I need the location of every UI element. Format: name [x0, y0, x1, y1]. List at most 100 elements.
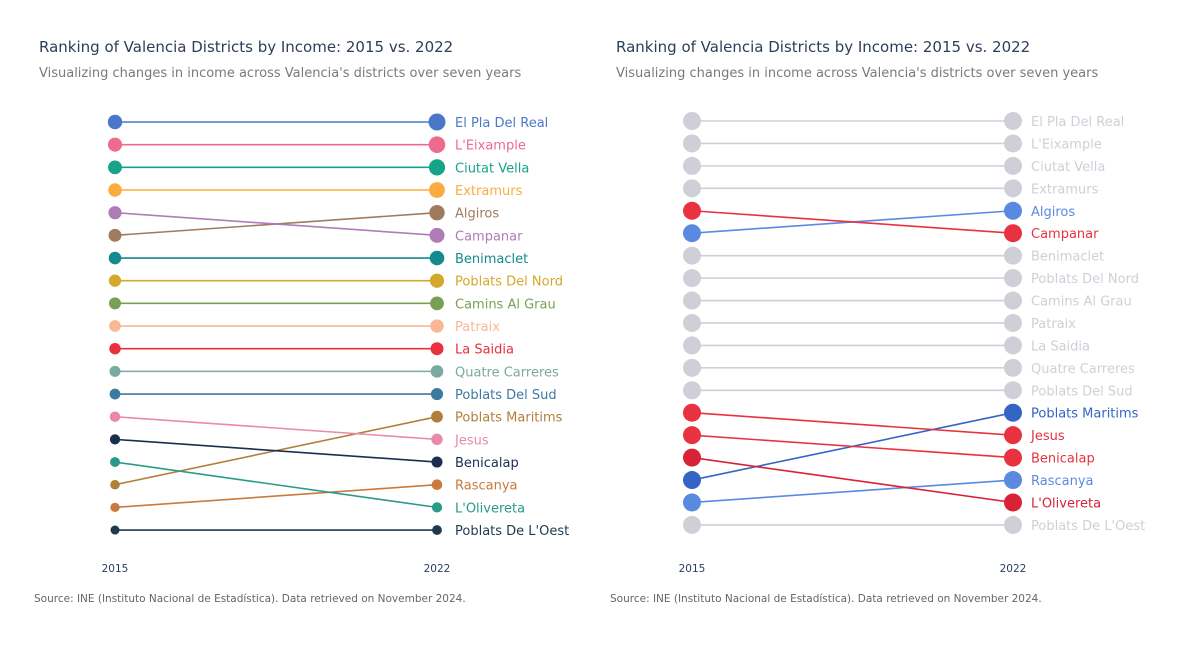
source-note-right: Source: INE (Instituto Nacional de Estad…	[610, 593, 1042, 605]
point-2022	[1004, 515, 1022, 534]
point-2015	[107, 137, 123, 152]
district-label: La Saidia	[455, 343, 514, 358]
district-label: Campanar	[455, 229, 523, 244]
point-2015	[108, 206, 122, 220]
point-2015	[109, 320, 121, 332]
district-label: Poblats Del Nord	[1031, 272, 1139, 287]
point-2022	[1004, 269, 1022, 288]
slope-line	[691, 411, 1014, 436]
district-label: Benicalap	[1031, 452, 1095, 467]
district-label: Ciutat Vella	[455, 161, 529, 176]
point-2022	[428, 159, 446, 176]
point-2015	[109, 388, 121, 400]
point-2022	[1004, 471, 1022, 490]
point-2015	[108, 274, 122, 287]
chart-title-left: Ranking of Valencia Districts by Income:…	[39, 38, 454, 56]
point-2015	[107, 114, 123, 130]
point-2022	[1004, 246, 1022, 265]
point-2022	[1004, 336, 1022, 355]
point-2022	[429, 273, 445, 288]
point-2015	[683, 515, 701, 534]
point-2022	[428, 113, 446, 131]
point-2015	[683, 134, 701, 153]
point-2015	[109, 297, 121, 310]
point-2015	[109, 411, 121, 422]
point-2022	[431, 433, 443, 446]
district-label: Poblats Del Sud	[455, 388, 557, 403]
point-2022	[430, 319, 444, 333]
slope-line	[114, 415, 438, 441]
slope-line	[691, 209, 1014, 234]
point-2015	[110, 479, 120, 490]
point-2015	[108, 183, 122, 197]
source-note-left: Source: INE (Instituto Nacional de Estad…	[34, 593, 466, 605]
point-2015	[683, 179, 701, 198]
x-tick-label: 2015	[679, 563, 706, 575]
slope-line	[114, 211, 438, 237]
point-2022	[430, 342, 444, 356]
point-2015	[683, 269, 701, 288]
slope-line	[691, 479, 1014, 504]
district-label: Campanar	[1031, 227, 1099, 242]
chart-subtitle-right: Visualizing changes in income across Val…	[616, 66, 1099, 81]
chart-title-right: Ranking of Valencia Districts by Income:…	[616, 38, 1031, 56]
point-2022	[431, 502, 443, 513]
point-2022	[431, 479, 443, 491]
district-label: Camins Al Grau	[455, 297, 556, 312]
district-label: Algiros	[1031, 205, 1075, 220]
district-label: L'Eixample	[1031, 137, 1102, 152]
point-2022	[1004, 291, 1022, 310]
point-2022	[432, 525, 442, 535]
point-2022	[429, 204, 445, 221]
point-2015	[110, 502, 120, 513]
point-2022	[429, 227, 445, 243]
district-label: Rascanya	[1031, 474, 1094, 489]
point-2015	[109, 365, 121, 377]
district-label: Jesus	[454, 433, 489, 448]
point-2022	[1004, 134, 1022, 153]
district-label: Patraix	[1031, 317, 1076, 332]
district-label: Extramurs	[455, 184, 523, 199]
point-2022	[1004, 179, 1022, 198]
point-2015	[110, 525, 120, 535]
point-2015	[108, 251, 122, 265]
district-label: Camins Al Grau	[1031, 295, 1132, 310]
point-2022	[431, 410, 443, 423]
district-label: Poblats De L'Oest	[455, 524, 569, 539]
point-2015	[683, 224, 701, 243]
point-2015	[683, 336, 701, 355]
district-label: Benimaclet	[455, 252, 528, 267]
district-label: Rascanya	[455, 479, 518, 494]
point-2015	[683, 471, 701, 490]
point-2015	[683, 358, 701, 377]
point-2022	[1004, 448, 1022, 467]
point-2015	[683, 156, 701, 175]
point-2022	[430, 296, 444, 311]
district-label: Jesus	[1030, 429, 1065, 444]
district-label: Poblats Del Nord	[455, 275, 563, 290]
district-label: L'Olivereta	[455, 501, 525, 516]
point-2015	[109, 343, 121, 355]
point-2022	[429, 182, 445, 198]
point-2022	[428, 136, 446, 153]
district-label: L'Eixample	[455, 139, 526, 154]
x-tick-label: 2015	[102, 563, 129, 575]
district-label: Benimaclet	[1031, 250, 1104, 265]
point-2015	[683, 403, 701, 422]
point-2022	[1004, 403, 1022, 422]
district-label: Quatre Carreres	[1031, 362, 1135, 377]
district-label: Poblats Maritims	[455, 411, 563, 426]
point-2022	[430, 365, 444, 378]
point-2015	[683, 426, 701, 445]
point-2015	[683, 291, 701, 310]
slope-line	[114, 483, 438, 509]
point-2022	[430, 387, 444, 401]
point-2015	[110, 457, 120, 467]
point-2022	[1004, 112, 1022, 130]
slope-line	[114, 438, 438, 463]
district-label: La Saidia	[1031, 339, 1090, 354]
point-2015	[683, 448, 701, 467]
x-tick-label: 2022	[1000, 563, 1027, 575]
